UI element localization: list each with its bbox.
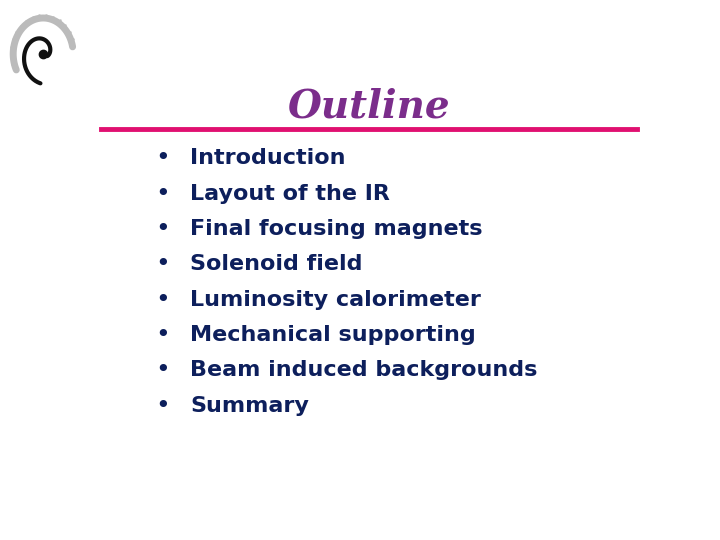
Text: •: • — [156, 217, 170, 241]
Text: Introduction: Introduction — [190, 148, 346, 168]
Text: •: • — [156, 394, 170, 418]
Text: •: • — [156, 252, 170, 276]
Text: Mechanical supporting: Mechanical supporting — [190, 325, 476, 345]
Text: •: • — [156, 288, 170, 312]
Text: Outline: Outline — [288, 87, 450, 125]
Text: Beam induced backgrounds: Beam induced backgrounds — [190, 360, 538, 380]
Text: Luminosity calorimeter: Luminosity calorimeter — [190, 290, 481, 310]
Text: •: • — [156, 181, 170, 206]
Text: •: • — [156, 323, 170, 347]
Text: Final focusing magnets: Final focusing magnets — [190, 219, 483, 239]
Text: •: • — [156, 359, 170, 382]
Text: Solenoid field: Solenoid field — [190, 254, 363, 274]
Text: Summary: Summary — [190, 396, 310, 416]
Text: •: • — [156, 146, 170, 170]
Text: Layout of the IR: Layout of the IR — [190, 184, 390, 204]
